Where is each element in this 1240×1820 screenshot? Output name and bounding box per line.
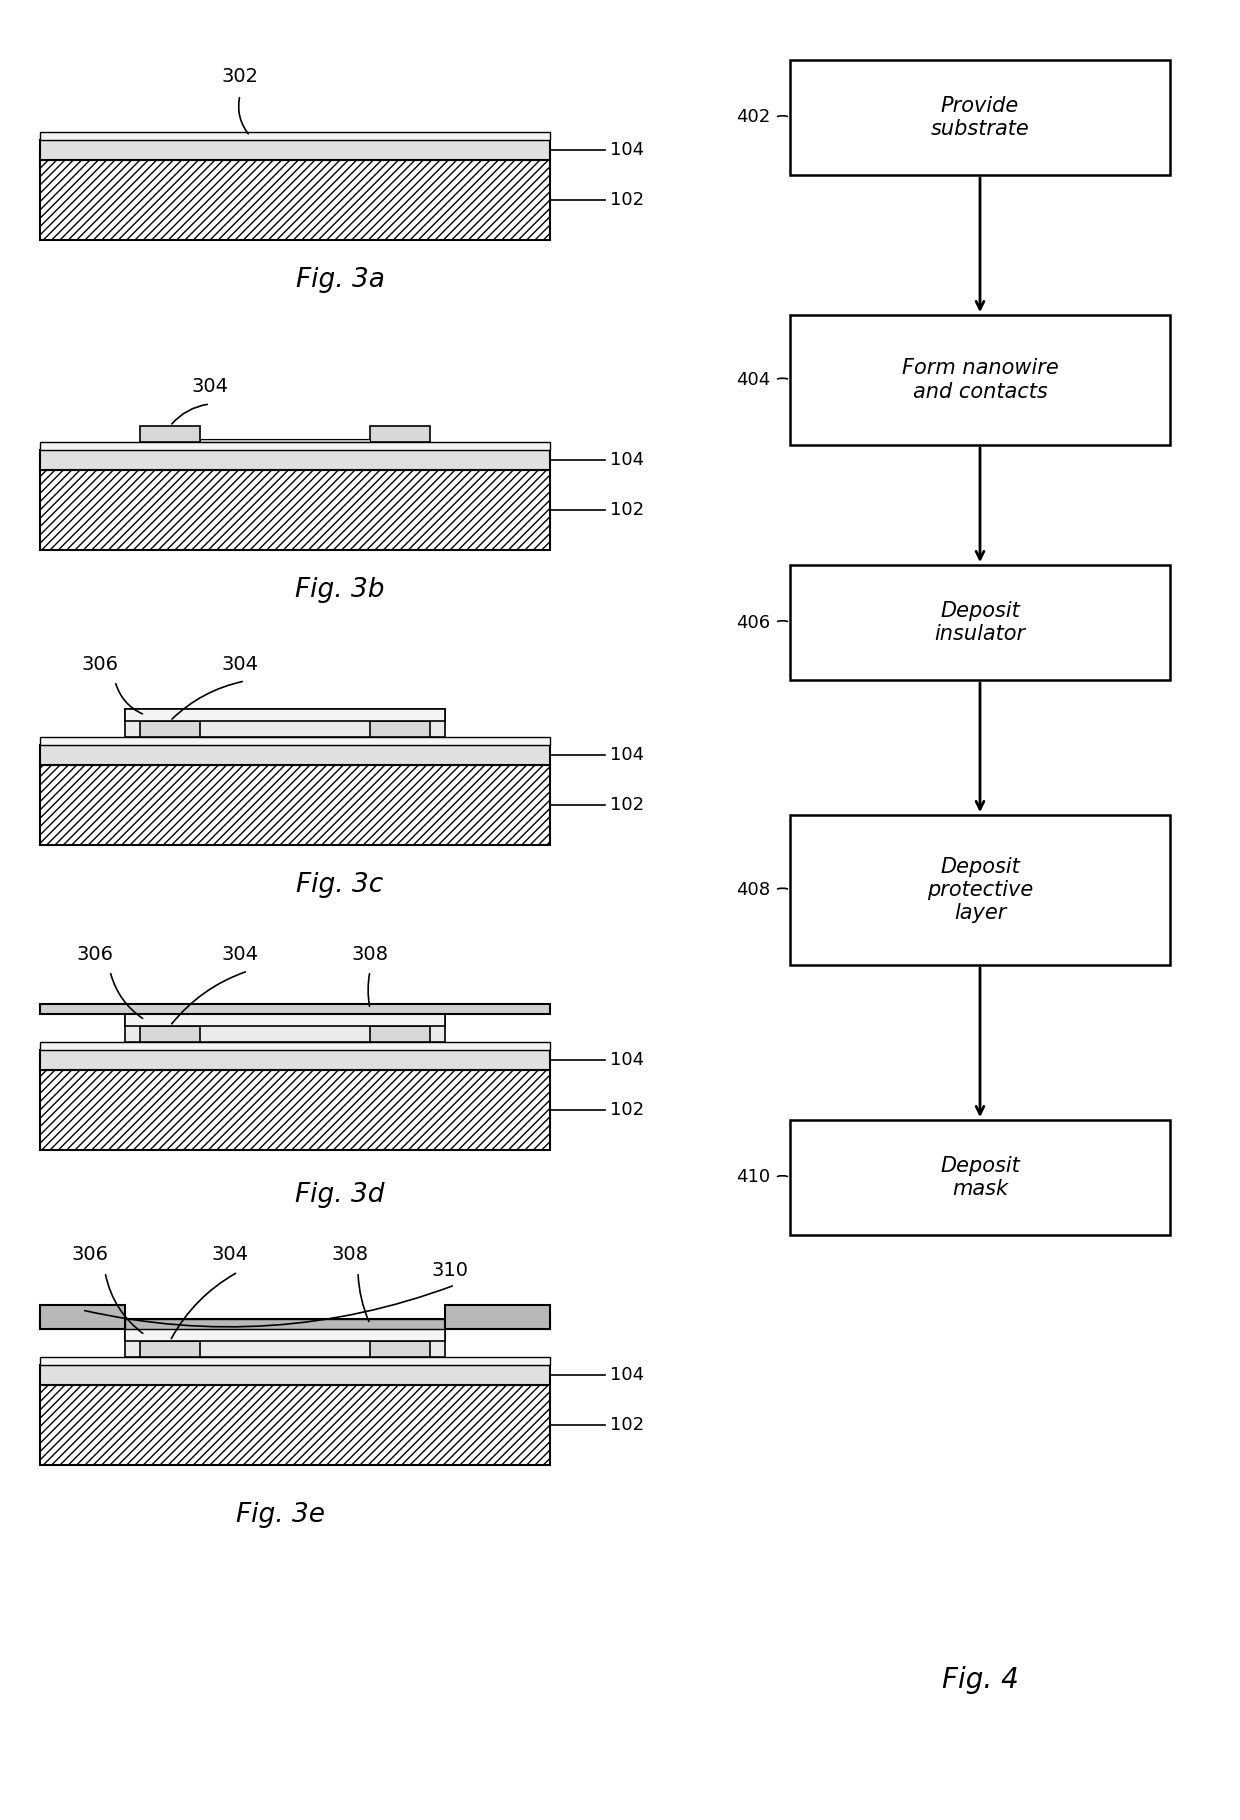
Bar: [200, 1039, 370, 1043]
Bar: [140, 426, 200, 442]
Text: Fig. 3b: Fig. 3b: [295, 577, 384, 602]
Bar: [40, 450, 551, 470]
Bar: [790, 315, 1171, 446]
Text: Provide
substrate: Provide substrate: [931, 96, 1029, 138]
Bar: [140, 721, 200, 737]
Text: Form nanowire
and contacts: Form nanowire and contacts: [901, 359, 1059, 402]
Text: 104: 104: [610, 1050, 644, 1068]
Text: Fig. 3d: Fig. 3d: [295, 1181, 384, 1208]
Text: 104: 104: [610, 451, 644, 470]
Bar: [40, 1320, 551, 1329]
Text: 408: 408: [735, 881, 770, 899]
Bar: [40, 140, 551, 160]
Bar: [370, 1341, 430, 1358]
Text: 306: 306: [82, 655, 119, 673]
Bar: [40, 442, 551, 450]
Bar: [125, 1014, 445, 1026]
Bar: [125, 710, 445, 737]
Bar: [40, 160, 551, 240]
Bar: [125, 1320, 445, 1329]
Bar: [790, 564, 1171, 681]
Bar: [40, 1358, 551, 1365]
Bar: [40, 737, 551, 744]
Bar: [370, 1026, 430, 1043]
Text: 102: 102: [610, 191, 644, 209]
Text: 304: 304: [222, 655, 258, 673]
Text: 310: 310: [432, 1261, 469, 1279]
Bar: [40, 133, 551, 140]
Text: 102: 102: [610, 501, 644, 519]
Text: 410: 410: [735, 1168, 770, 1187]
Bar: [40, 1305, 125, 1329]
Bar: [125, 1014, 445, 1043]
Text: 304: 304: [222, 945, 258, 963]
Text: 304: 304: [191, 377, 228, 395]
Text: 102: 102: [610, 1101, 644, 1119]
Bar: [125, 1329, 445, 1341]
Bar: [40, 1070, 551, 1150]
Bar: [200, 733, 370, 737]
Text: Fig. 3e: Fig. 3e: [236, 1502, 325, 1529]
Text: 302: 302: [222, 67, 258, 87]
Text: 306: 306: [77, 945, 114, 963]
Bar: [40, 744, 551, 764]
Bar: [40, 1050, 551, 1070]
Bar: [140, 1341, 200, 1358]
Text: 102: 102: [610, 1416, 644, 1434]
Bar: [140, 721, 200, 737]
Bar: [125, 710, 445, 721]
Text: Fig. 3a: Fig. 3a: [295, 268, 384, 293]
Text: 308: 308: [331, 1245, 368, 1265]
Text: 406: 406: [735, 613, 770, 632]
Bar: [140, 1341, 200, 1358]
Text: 306: 306: [72, 1245, 109, 1265]
Text: 102: 102: [610, 795, 644, 814]
Bar: [40, 1385, 551, 1465]
Bar: [790, 815, 1171, 965]
Bar: [40, 1043, 551, 1050]
Text: Fig. 3c: Fig. 3c: [296, 872, 383, 897]
Text: Deposit
insulator: Deposit insulator: [935, 601, 1025, 644]
Bar: [370, 1341, 430, 1358]
Text: 104: 104: [610, 140, 644, 158]
Text: 104: 104: [610, 746, 644, 764]
Text: 402: 402: [735, 109, 770, 127]
Bar: [790, 1119, 1171, 1236]
Bar: [790, 60, 1171, 175]
Bar: [140, 1026, 200, 1043]
Text: Deposit
mask: Deposit mask: [940, 1156, 1019, 1199]
Text: 308: 308: [351, 945, 388, 963]
Bar: [40, 1005, 551, 1014]
Bar: [200, 1354, 370, 1358]
Bar: [40, 764, 551, 844]
Bar: [445, 1305, 551, 1329]
Bar: [370, 1026, 430, 1043]
Text: 104: 104: [610, 1367, 644, 1383]
Bar: [40, 470, 551, 550]
Bar: [370, 426, 430, 442]
Text: 404: 404: [735, 371, 770, 389]
Bar: [370, 721, 430, 737]
Bar: [40, 1365, 551, 1385]
Text: Deposit
protective
layer: Deposit protective layer: [926, 857, 1033, 923]
Bar: [140, 1026, 200, 1043]
Bar: [200, 439, 370, 442]
Text: 304: 304: [212, 1245, 248, 1265]
Text: Fig. 4: Fig. 4: [941, 1665, 1018, 1694]
Bar: [125, 1329, 445, 1358]
Bar: [370, 721, 430, 737]
